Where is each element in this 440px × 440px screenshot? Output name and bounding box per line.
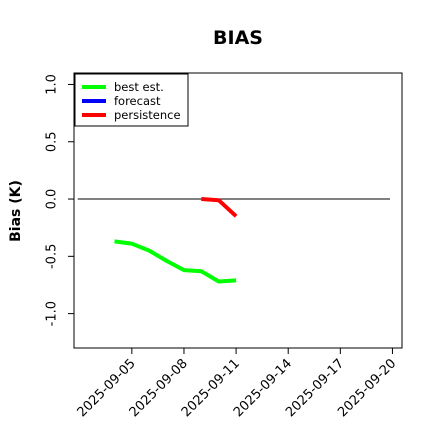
plot-frame: [73, 72, 403, 349]
y-tick-label: 1.0: [45, 74, 60, 95]
legend-label: best est.: [114, 80, 164, 94]
y-axis-label: Bias (K): [8, 180, 24, 242]
y-tick-label: 0.0: [45, 189, 60, 210]
legend-label: forecast: [114, 94, 161, 108]
y-tick-label: -1.0: [45, 301, 60, 326]
y-tick-label: 0.5: [45, 131, 60, 152]
series-line-best-est: [114, 239, 237, 284]
legend-label: persistence: [114, 108, 181, 122]
y-tick-label: -0.5: [45, 244, 60, 269]
series-line-persistence: [201, 197, 238, 218]
chart-title: BIAS: [213, 27, 263, 49]
